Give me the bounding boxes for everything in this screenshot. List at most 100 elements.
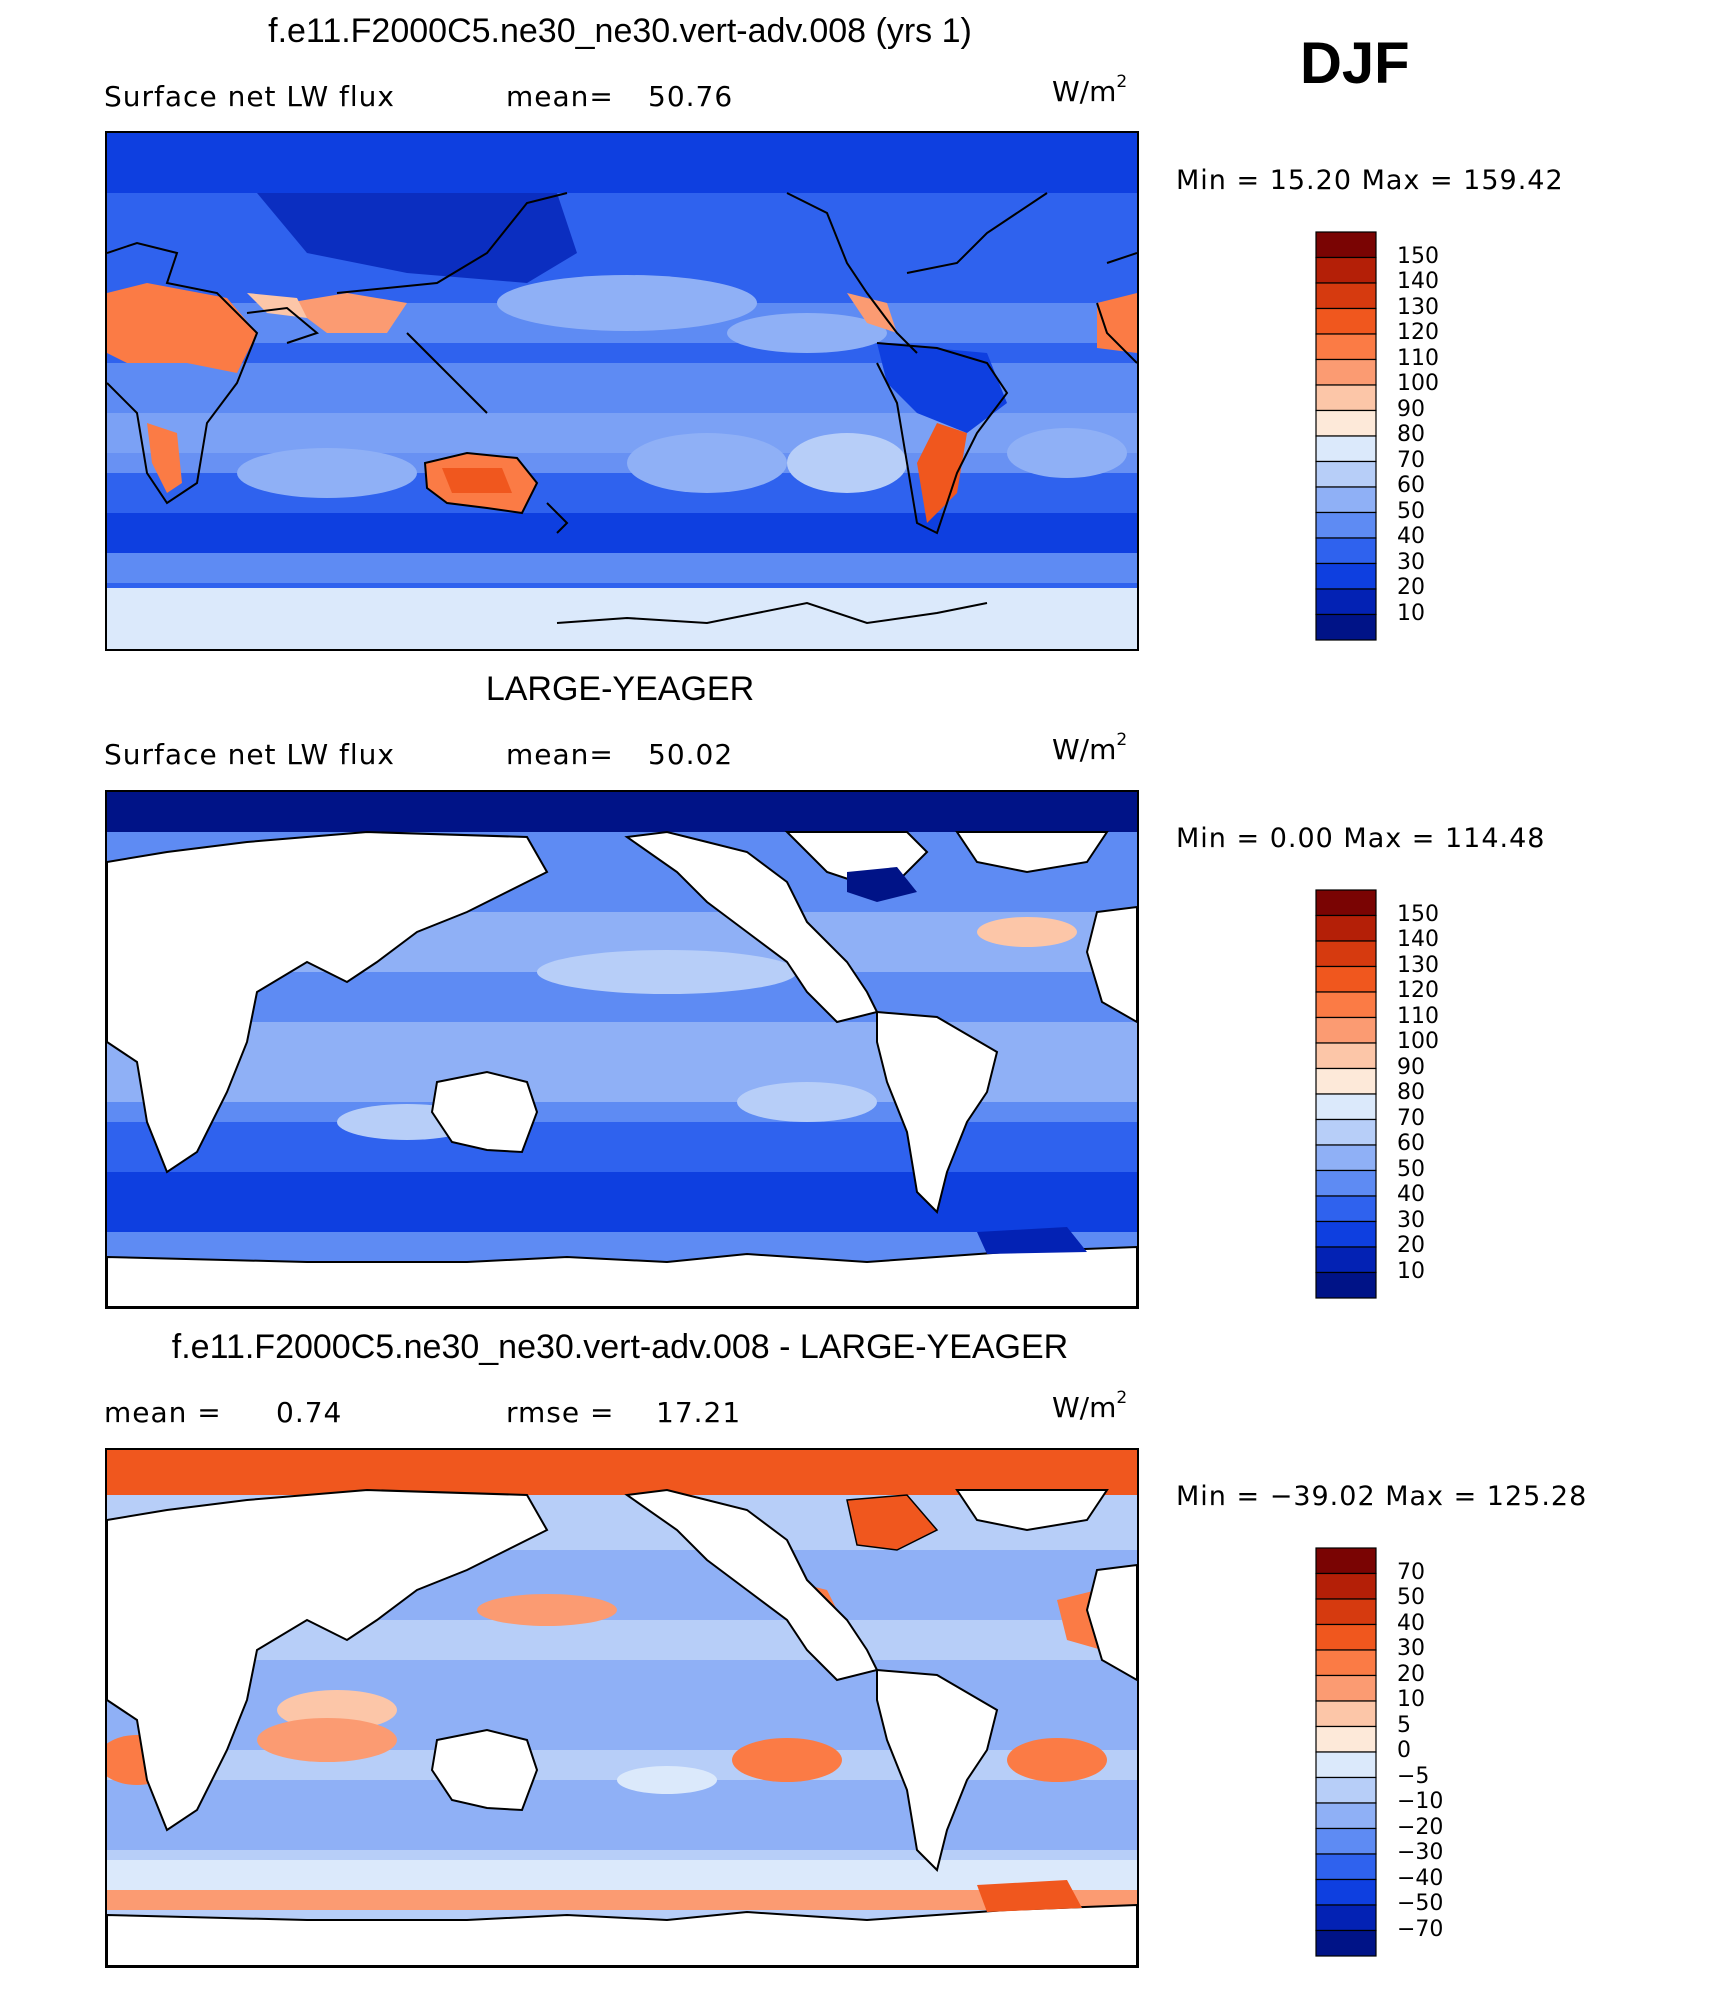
panel2-mean-label: mean= [506, 738, 614, 771]
panel3-map-svg [107, 1450, 1137, 1966]
colorbar-swatch [1315, 333, 1377, 361]
colorbar-tick-label: 30 [1397, 1636, 1425, 1661]
colorbar-tick-label: −70 [1397, 1916, 1444, 1942]
colorbar-tick-label: 30 [1397, 549, 1425, 575]
colorbar-tick-label: 60 [1397, 1131, 1425, 1156]
colorbar-swatch [1315, 358, 1377, 386]
colorbar-swatch [1315, 1246, 1377, 1274]
panel1-minmax: Min = 15.20 Max = 159.42 [1176, 165, 1564, 196]
colorbar-swatch [1315, 486, 1377, 514]
panel2-colorbar-svg [1315, 889, 1377, 1299]
colorbar-swatch [1315, 1169, 1377, 1197]
panel3-rmse-label: rmse = [506, 1396, 615, 1429]
panel2-title: LARGE-YEAGER [485, 670, 755, 708]
colorbar-swatch [1315, 231, 1377, 259]
colorbar-swatch [1315, 1674, 1377, 1702]
colorbar-tick-label: 100 [1397, 1029, 1439, 1054]
colorbar-swatch [1315, 1144, 1377, 1172]
panel1-map-svg [107, 133, 1137, 649]
colorbar-swatch [1315, 613, 1377, 641]
colorbar-tick-label: 40 [1397, 1610, 1425, 1636]
colorbar-tick-label: 50 [1397, 1156, 1425, 1182]
panel3-minmax: Min = −39.02 Max = 125.28 [1176, 1481, 1588, 1512]
colorbar-swatch [1315, 1827, 1377, 1855]
panel3-title: f.e11.F2000C5.ne30_ne30.vert-adv.008 - L… [171, 1328, 1069, 1366]
panel3-colorbar-svg [1315, 1547, 1377, 1957]
colorbar-swatch [1315, 1271, 1377, 1299]
panel1-map [105, 131, 1139, 651]
colorbar-tick-label: 20 [1397, 575, 1425, 600]
panel1-variable-label: Surface net LW flux [104, 80, 395, 113]
panel2-mean-value: 50.02 [648, 738, 734, 771]
colorbar-tick-label: 20 [1397, 1661, 1425, 1687]
colorbar-swatch [1315, 282, 1377, 310]
colorbar-tick-label: 120 [1397, 320, 1439, 345]
panel3-colorbar [1315, 1547, 1377, 1962]
colorbar-swatch [1315, 1118, 1377, 1146]
panel3-units: W/m2 [1052, 1388, 1128, 1424]
colorbar-tick-label: 110 [1397, 345, 1439, 371]
colorbar-swatch [1315, 1547, 1377, 1575]
colorbar-tick-label: 80 [1397, 1080, 1425, 1105]
colorbar-swatch [1315, 537, 1377, 565]
season-label: DJF [1300, 31, 1410, 96]
colorbar-tick-label: 110 [1397, 1003, 1439, 1029]
colorbar-swatch [1315, 256, 1377, 284]
panel3-map [105, 1448, 1139, 1968]
colorbar-swatch [1315, 1598, 1377, 1626]
colorbar-tick-label: −30 [1397, 1840, 1444, 1865]
colorbar-tick-label: 70 [1397, 1559, 1425, 1585]
colorbar-tick-label: 90 [1397, 1054, 1425, 1080]
colorbar-tick-label: 80 [1397, 422, 1425, 447]
colorbar-swatch [1315, 1042, 1377, 1070]
panel1-mean-label: mean= [506, 80, 614, 113]
colorbar-tick-label: −5 [1397, 1763, 1430, 1789]
colorbar-tick-label: −40 [1397, 1865, 1444, 1891]
colorbar-swatch [1315, 889, 1377, 917]
colorbar-tick-label: −50 [1397, 1891, 1444, 1916]
colorbar-tick-label: −10 [1397, 1789, 1444, 1814]
colorbar-tick-label: −20 [1397, 1814, 1444, 1840]
colorbar-swatch [1315, 914, 1377, 942]
colorbar-tick-label: 30 [1397, 1207, 1425, 1233]
colorbar-tick-label: 40 [1397, 524, 1425, 549]
colorbar-swatch [1315, 384, 1377, 412]
colorbar-swatch [1315, 1802, 1377, 1830]
colorbar-tick-label: 70 [1397, 1105, 1425, 1131]
colorbar-tick-label: 50 [1397, 1585, 1425, 1610]
colorbar-swatch [1315, 991, 1377, 1019]
colorbar-swatch [1315, 1751, 1377, 1779]
panel3-mean-value: 0.74 [276, 1396, 343, 1429]
colorbar-swatch [1315, 1067, 1377, 1095]
panel3-mean-label: mean = [104, 1396, 222, 1429]
colorbar-tick-label: 40 [1397, 1182, 1425, 1207]
colorbar-swatch [1315, 511, 1377, 539]
colorbar-swatch [1315, 460, 1377, 488]
panel1-title: f.e11.F2000C5.ne30_ne30.vert-adv.008 (yr… [268, 12, 972, 50]
colorbar-swatch [1315, 1878, 1377, 1906]
colorbar-tick-label: 60 [1397, 473, 1425, 498]
colorbar-tick-label: 5 [1397, 1712, 1411, 1738]
colorbar-tick-label: 10 [1397, 600, 1425, 626]
colorbar-swatch [1315, 1016, 1377, 1044]
colorbar-swatch [1315, 307, 1377, 335]
colorbar-tick-label: 10 [1397, 1687, 1425, 1712]
colorbar-swatch [1315, 1853, 1377, 1881]
colorbar-tick-label: 150 [1397, 243, 1439, 269]
panel2-map-svg [107, 792, 1137, 1307]
panel2-map [105, 790, 1139, 1309]
panel3-rmse-value: 17.21 [656, 1396, 742, 1429]
panel2-variable-label: Surface net LW flux [104, 738, 395, 771]
colorbar-tick-label: 0 [1397, 1738, 1411, 1763]
panel1-colorbar-svg [1315, 231, 1377, 641]
panel1-colorbar [1315, 231, 1377, 646]
colorbar-swatch [1315, 1776, 1377, 1804]
colorbar-tick-label: 150 [1397, 901, 1439, 927]
colorbar-swatch [1315, 588, 1377, 616]
colorbar-swatch [1315, 1649, 1377, 1677]
colorbar-swatch [1315, 1725, 1377, 1753]
colorbar-swatch [1315, 1929, 1377, 1957]
colorbar-swatch [1315, 1700, 1377, 1728]
colorbar-swatch [1315, 940, 1377, 968]
colorbar-tick-label: 130 [1397, 294, 1439, 320]
